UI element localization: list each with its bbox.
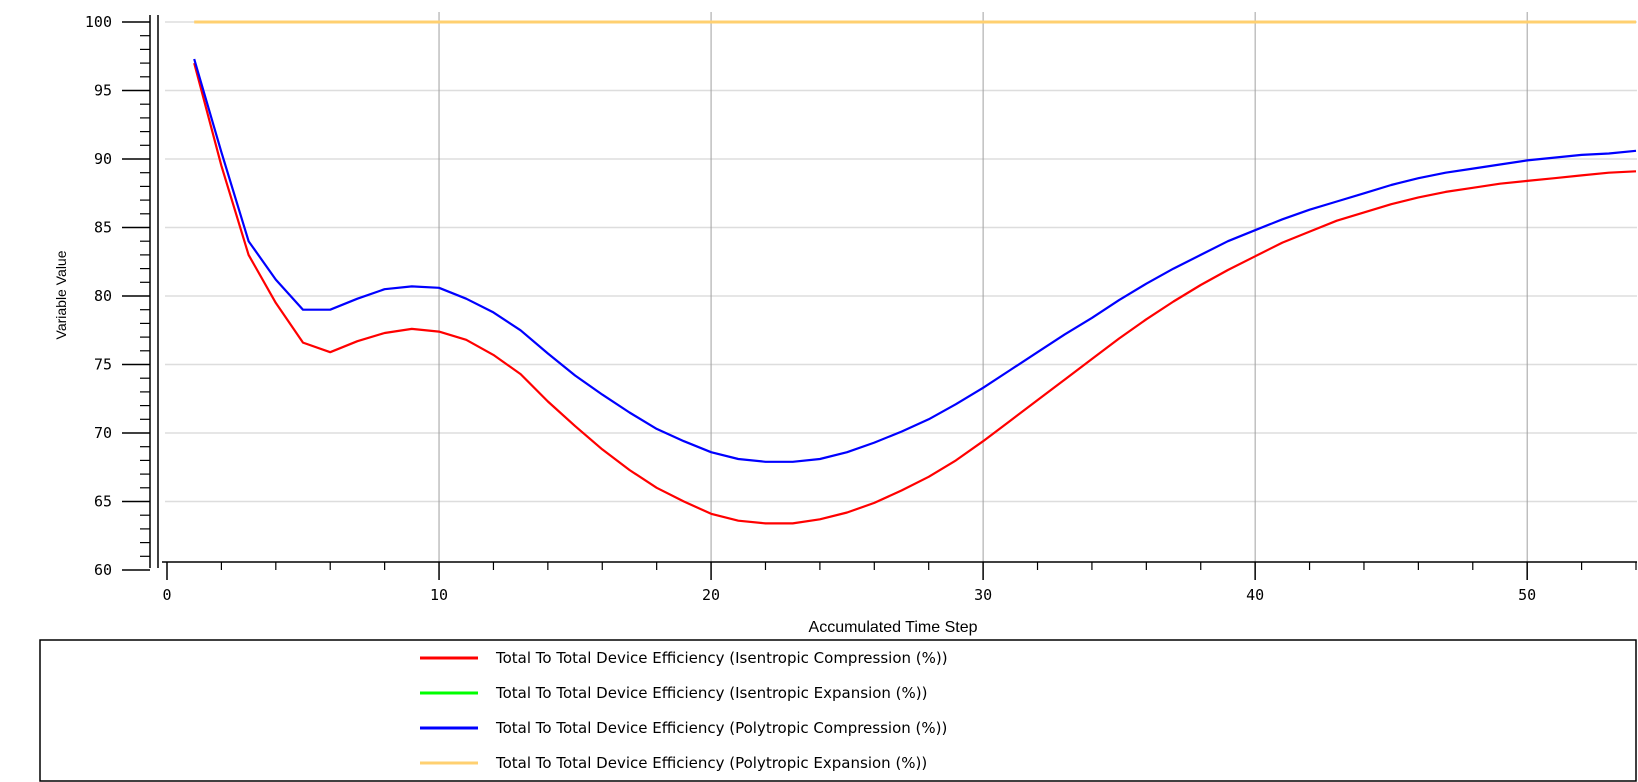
x-tick-label: 20 [702,586,720,604]
legend: Total To Total Device Efficiency (Isentr… [420,649,948,772]
y-tick-label: 90 [94,150,112,168]
x-tick-label: 40 [1246,586,1264,604]
x-tick-label: 10 [430,586,448,604]
y-tick-label: 65 [94,493,112,511]
series-line-0 [193,62,1637,525]
legend-box [39,639,1637,782]
plot-area [165,12,1637,557]
legend-label-3: Total To Total Device Efficiency (Polytr… [495,754,927,772]
ticks: 60 65 70 75 80 85 90 95 100 0 10 20 30 40 50 [85,13,1637,604]
x-tick-label: 50 [1518,586,1536,604]
y-tick-label: 75 [94,356,112,374]
x-axis-title: Accumulated Time Step [809,619,978,636]
x-tick-label: 30 [974,586,992,604]
y-tick-label: 60 [94,561,112,579]
x-tick-label: 0 [162,586,171,604]
y-axis-title: Variable Value [53,250,69,339]
y-tick-label: 100 [85,13,112,31]
series-group [193,20,1637,525]
series-line-2 [193,58,1637,463]
legend-label-2: Total To Total Device Efficiency (Polytr… [495,719,947,737]
y-tick-label: 70 [94,424,112,442]
axes [149,15,1637,568]
legend-label-1: Total To Total Device Efficiency (Isentr… [495,684,928,702]
legend-label-0: Total To Total Device Efficiency (Isentr… [495,649,948,667]
y-tick-label: 95 [94,82,112,100]
y-tick-label: 85 [94,219,112,237]
y-tick-label: 80 [94,287,112,305]
